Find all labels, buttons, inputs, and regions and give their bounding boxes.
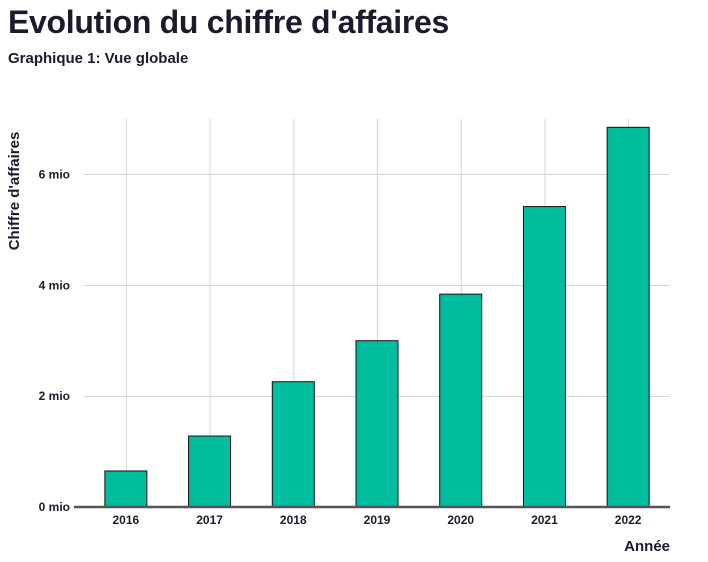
y-tick-label-0: 0 mio <box>39 500 70 514</box>
x-tick-label-2019: 2019 <box>364 513 391 527</box>
x-tick-label-2016: 2016 <box>113 513 140 527</box>
bar-2019 <box>355 340 399 508</box>
chart-title: Evolution du chiffre d'affaires <box>8 4 450 40</box>
bar-2017 <box>188 435 232 508</box>
y-tick-label-3: 6 mio <box>39 167 70 181</box>
bar-2021 <box>522 206 566 508</box>
y-tick-label-1: 2 mio <box>39 389 70 403</box>
chart-subtitle: Graphique 1: Vue globale <box>8 50 189 67</box>
x-tick-label-2022: 2022 <box>615 513 642 527</box>
x-tick-label-2021: 2021 <box>531 513 558 527</box>
bars-layer <box>104 126 650 508</box>
x-tick-label-2018: 2018 <box>280 513 307 527</box>
y-tick-label-2: 4 mio <box>39 278 70 292</box>
labels-layer: 2016 2017 2018 2019 2020 2021 2022 0 mio 2 mio 4 … <box>39 167 642 527</box>
bar-2022 <box>606 126 650 508</box>
x-axis-title: Année <box>624 538 670 555</box>
y-axis-title: Chiffre d'affaires <box>6 132 23 251</box>
bar-2018 <box>271 381 315 508</box>
x-tick-label-2020: 2020 <box>447 513 474 527</box>
x-tick-label-2017: 2017 <box>196 513 223 527</box>
bar-2016 <box>104 470 148 508</box>
bar-2020 <box>439 293 483 508</box>
